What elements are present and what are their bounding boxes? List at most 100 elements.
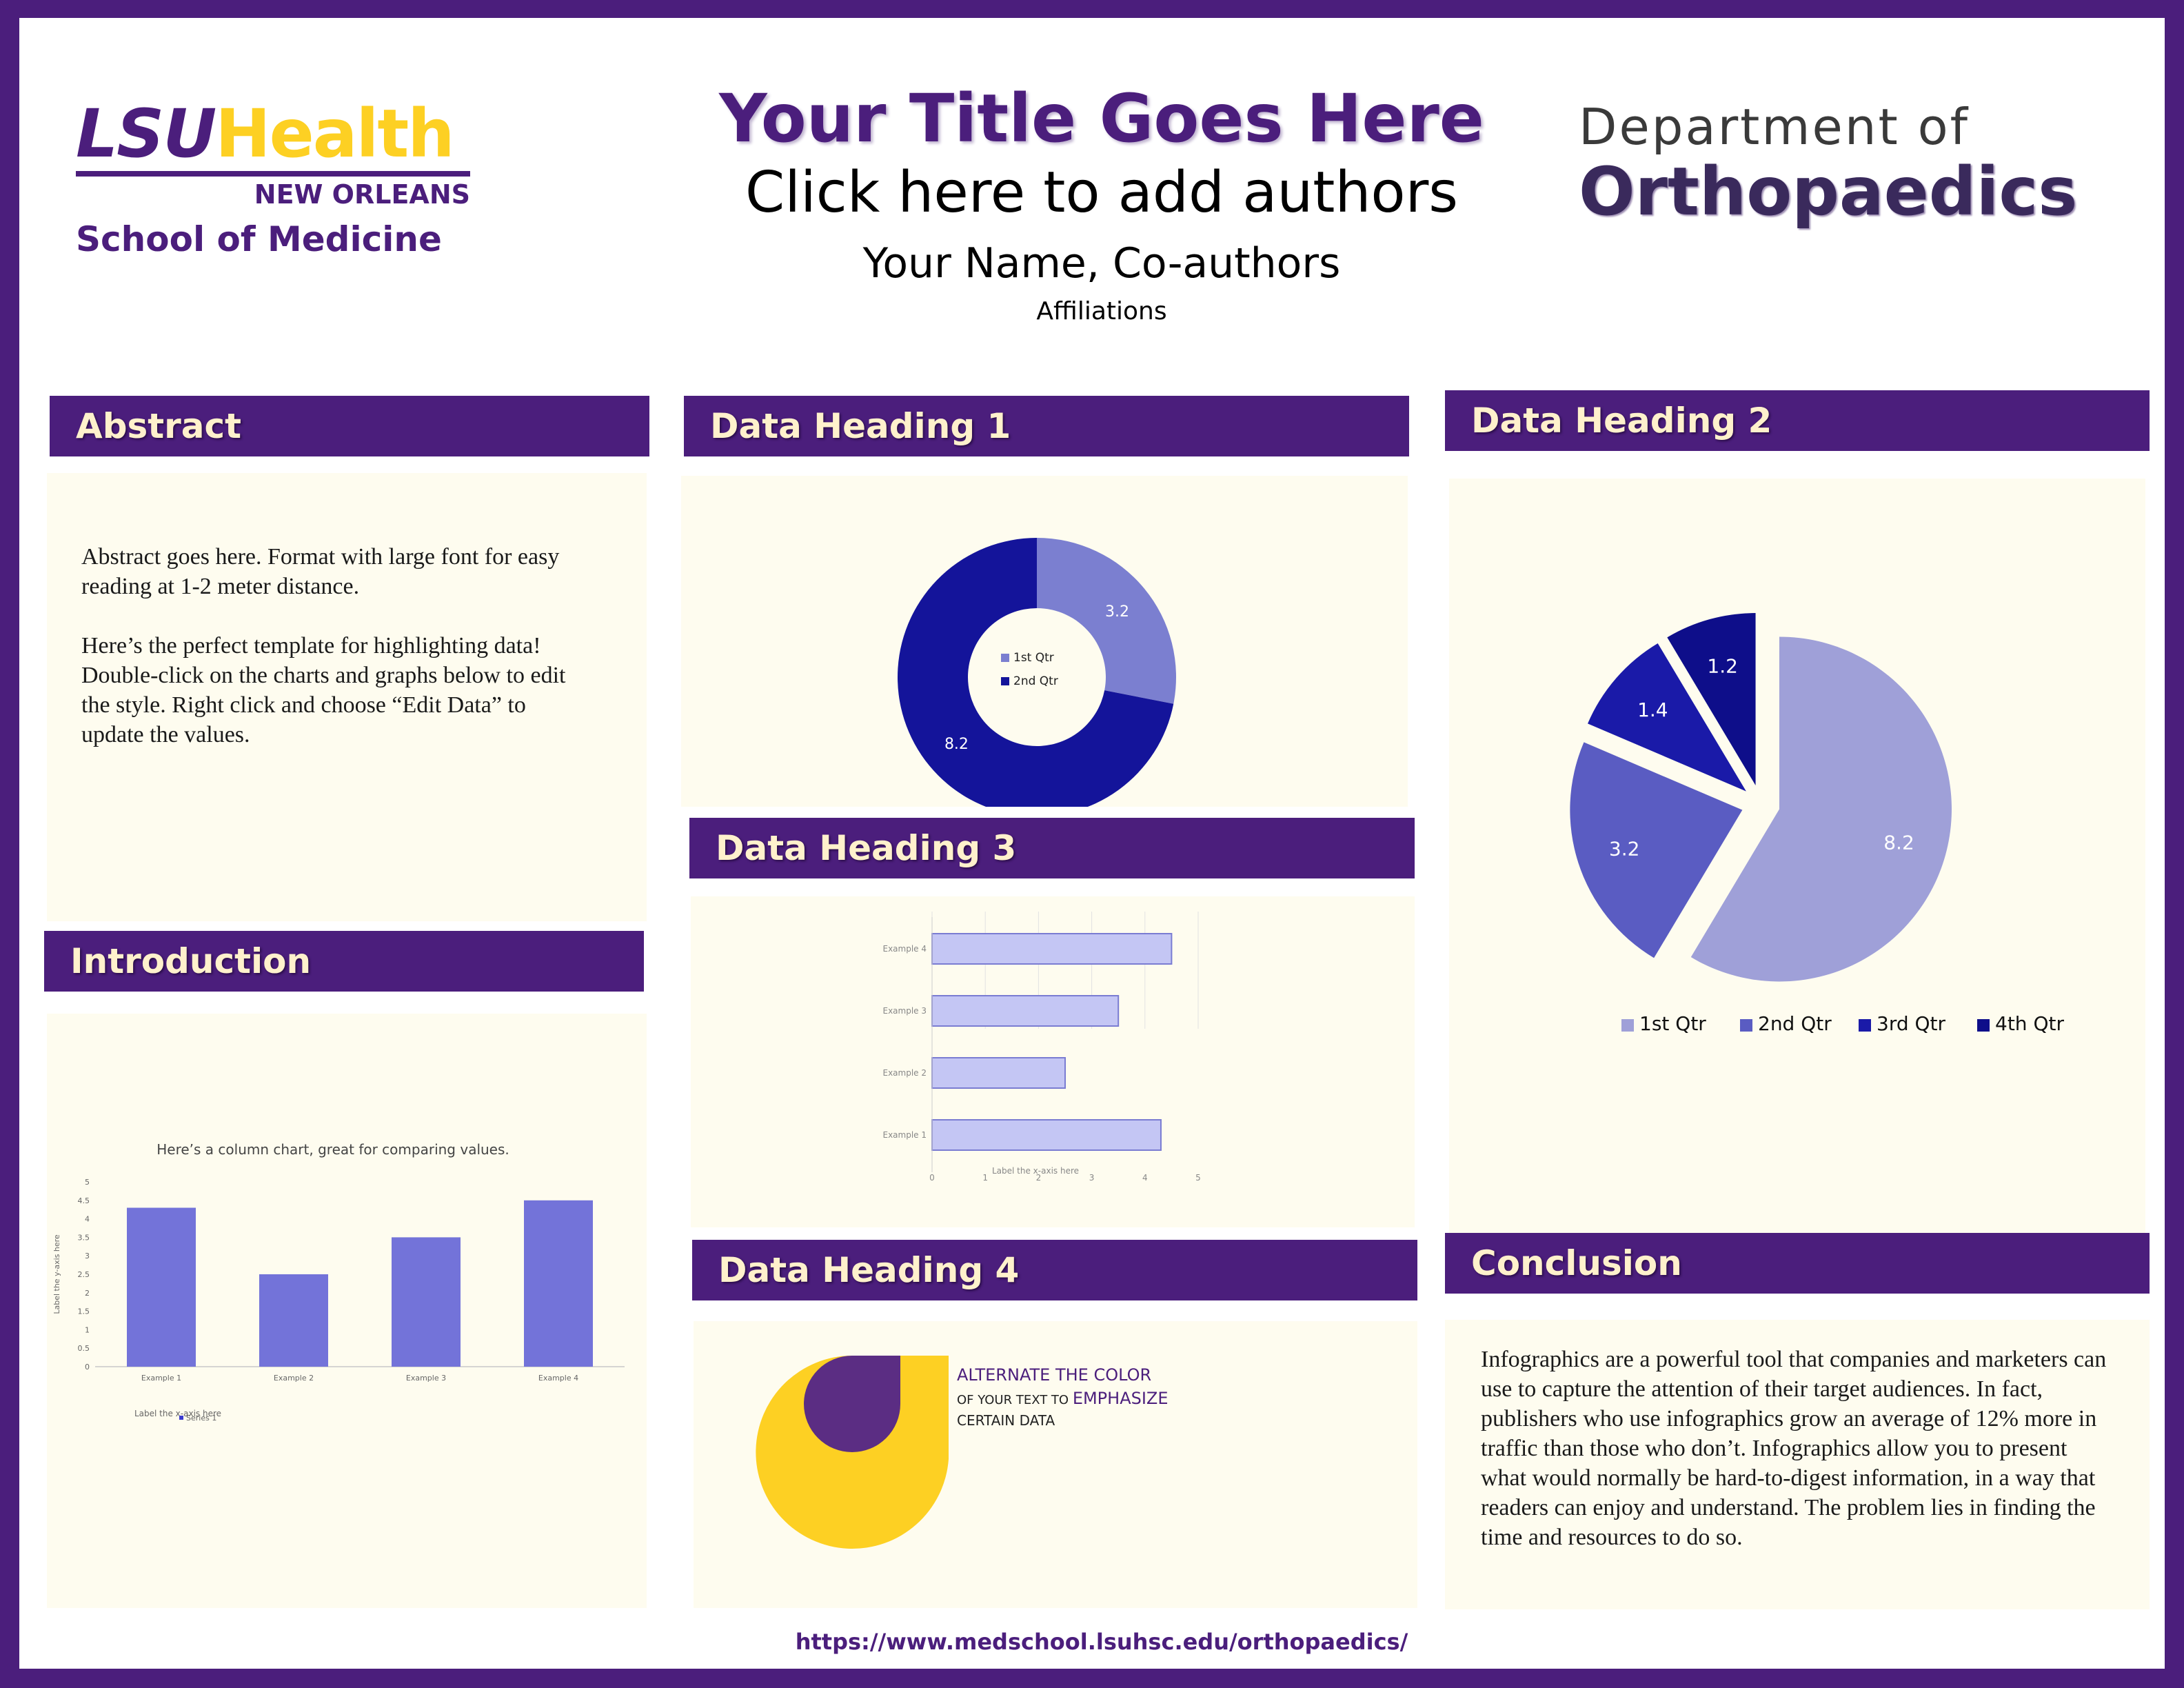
abstract-panel: Abstract goes here. Format with large fo… xyxy=(47,473,647,921)
data2-panel: 8.2 3.2 1.4 1.2 1st Qtr 2nd Qtr 3rd Qtr 4th Qtr xyxy=(1449,479,2145,1240)
pie-slice-3 xyxy=(1588,643,1746,792)
pie-slice-group-2: 3.2 xyxy=(1570,742,1743,958)
data2-heading-text: Data Heading 2 xyxy=(1471,401,1772,441)
column-ytick-2: 1 xyxy=(85,1325,90,1334)
lsu-health-logo: LSUHealth NEW ORLEANS School of Medicine xyxy=(76,101,517,273)
introduction-panel: Here’s a column chart, great for compari… xyxy=(47,1014,647,1608)
pie-legend-label-4: 4th Qtr xyxy=(1995,1012,2064,1035)
emphasize-line-1: ALTERNATE THE COLOR xyxy=(957,1365,1152,1385)
donut-chart[interactable]: 3.2 8.2 1st Qtr 2nd Qtr xyxy=(681,476,1408,807)
column-ytick-9: 4.5 xyxy=(78,1196,90,1205)
introduction-heading-text: Introduction xyxy=(70,941,312,981)
hbar-category-label-2: Example 2 xyxy=(882,1068,927,1078)
logo-department: Department of xyxy=(1579,98,1970,156)
abstract-para-2: Here’s the perfect template for highligh… xyxy=(81,633,566,747)
hbar-chart[interactable]: Example 1 Example 2 Example 3 Example 4 0 1 2 3… xyxy=(691,896,1415,1227)
donut-legend-label-1: 1st Qtr xyxy=(1013,651,1054,665)
poster-title[interactable]: Your Title Goes Here xyxy=(719,80,1484,157)
donut-legend-swatch-2 xyxy=(1001,677,1009,685)
conclusion-panel: Infographics are a powerful tool that co… xyxy=(1445,1320,2150,1609)
hbar-category-label-4: Example 4 xyxy=(882,944,927,954)
logo-lsu-text: LSU xyxy=(76,95,216,172)
pie-legend-label-3: 3rd Qtr xyxy=(1877,1012,1946,1035)
footer-url[interactable]: https://www.medschool.lsuhsc.edu/orthopa… xyxy=(795,1629,1408,1655)
data3-heading-text: Data Heading 3 xyxy=(716,828,1017,868)
data4-heading-text: Data Heading 4 xyxy=(718,1250,1020,1290)
column-category-label-4: Example 4 xyxy=(538,1374,578,1383)
column-xlabel: Label the x-axis here xyxy=(134,1409,221,1418)
data4-heading: Data Heading 4 xyxy=(692,1240,1417,1300)
author-names[interactable]: Your Name, Co-authors xyxy=(862,239,1341,288)
donut-legend-label-2: 2nd Qtr xyxy=(1013,674,1058,688)
column-ytick-6: 3 xyxy=(85,1252,90,1260)
column-title: Here’s a column chart, great for compari… xyxy=(156,1141,509,1158)
column-ytick-5: 2.5 xyxy=(78,1270,90,1279)
column-legend-label: Series 1 xyxy=(186,1414,216,1423)
column-ytick-1: 0.5 xyxy=(78,1344,90,1353)
orthopaedics-logo: Department of Orthopaedics xyxy=(1579,98,2144,230)
hbar-bar-1 xyxy=(931,1119,1162,1151)
column-bar-1 xyxy=(127,1207,196,1367)
column-bar-2 xyxy=(259,1274,328,1367)
abstract-heading: Abstract xyxy=(50,396,649,456)
logo-underline xyxy=(76,171,470,177)
hbar-xtick-3: 3 xyxy=(1089,1173,1095,1183)
donut-legend-swatch-1 xyxy=(1001,654,1009,662)
pie-legend-swatch-1 xyxy=(1621,1019,1634,1032)
column-ytick-3: 1.5 xyxy=(78,1307,90,1316)
pie-data-label-2: 3.2 xyxy=(1609,837,1640,860)
column-chart[interactable]: Here’s a column chart, great for compari… xyxy=(47,1014,647,1608)
column-bar-3 xyxy=(392,1237,461,1367)
pie-slice-group-4: 1.2 xyxy=(1667,613,1756,786)
donut-slice-1 xyxy=(1037,538,1176,704)
data2-heading: Data Heading 2 xyxy=(1445,390,2150,451)
hbar-xtick-2: 2 xyxy=(1036,1173,1042,1183)
teardrop-inner xyxy=(804,1356,900,1452)
column-category-label-2: Example 2 xyxy=(274,1374,314,1383)
hbar-category-label-3: Example 3 xyxy=(882,1006,927,1016)
title-block: Your Title Goes Here Click here to add a… xyxy=(557,80,1646,325)
exploded-pie-chart[interactable]: 8.2 3.2 1.4 1.2 1st Qtr 2nd Qtr 3rd Qtr 4th Qtr xyxy=(1449,479,2145,1240)
emphasize-word: EMPHASIZE xyxy=(1072,1389,1169,1408)
column-ytick-0: 0 xyxy=(85,1363,90,1372)
logo-lsu-health: LSUHealth xyxy=(76,101,517,167)
pie-data-label-3: 1.4 xyxy=(1637,699,1668,721)
hbar-bar-2 xyxy=(931,1057,1066,1089)
column-bar-4 xyxy=(524,1200,593,1367)
hbar-xtick-4: 4 xyxy=(1142,1173,1148,1183)
pie-legend-swatch-2 xyxy=(1740,1019,1752,1032)
data3-heading: Data Heading 3 xyxy=(689,818,1415,878)
donut-data-label-1: 3.2 xyxy=(1105,603,1129,621)
pie-legend-label-1: 1st Qtr xyxy=(1639,1012,1706,1035)
donut-data-label-2: 8.2 xyxy=(944,736,969,753)
affiliations[interactable]: Affiliations xyxy=(1036,297,1167,325)
column-category-label-3: Example 3 xyxy=(406,1374,446,1383)
conclusion-text[interactable]: Infographics are a powerful tool that co… xyxy=(1481,1347,2107,1550)
data4-panel: ALTERNATE THE COLOR OF YOUR TEXT TO EMPH… xyxy=(694,1321,1417,1608)
abstract-text[interactable]: Abstract goes here. Format with large fo… xyxy=(81,542,578,750)
hbar-xtick-5: 5 xyxy=(1195,1173,1201,1183)
column-ytick-8: 4 xyxy=(85,1215,90,1224)
logo-school: School of Medicine xyxy=(76,219,442,259)
pie-data-label-4: 1.2 xyxy=(1707,654,1738,677)
emphasize-line-2: OF YOUR TEXT TO EMPHASIZE xyxy=(957,1389,1371,1408)
hbar-xtick-1: 1 xyxy=(982,1173,988,1183)
data1-panel: 3.2 8.2 1st Qtr 2nd Qtr xyxy=(681,476,1408,807)
abstract-heading-text: Abstract xyxy=(76,406,242,446)
pie-slice-4 xyxy=(1667,613,1756,786)
abstract-para-1: Abstract goes here. Format with large fo… xyxy=(81,544,560,599)
column-ytick-7: 3.5 xyxy=(78,1233,90,1242)
hbar-bar-3 xyxy=(931,995,1120,1027)
pie-slice-group-3: 1.4 xyxy=(1588,643,1746,792)
column-legend-swatch xyxy=(179,1416,183,1420)
poster: LSUHealth NEW ORLEANS School of Medicine… xyxy=(19,18,2165,1669)
pie-slice-2 xyxy=(1570,742,1743,958)
column-ytick-4: 2 xyxy=(85,1289,90,1298)
donut-slice-2 xyxy=(898,538,1174,807)
emphasize-line-3: CERTAIN DATA xyxy=(957,1412,1055,1429)
hbar-category-label-1: Example 1 xyxy=(882,1130,927,1140)
authors-prompt[interactable]: Click here to add authors xyxy=(745,160,1459,225)
logo-orthopaedics: Orthopaedics xyxy=(1579,153,2078,230)
hbar-bar-4 xyxy=(931,933,1173,965)
pie-data-label-1: 8.2 xyxy=(1883,831,1914,854)
